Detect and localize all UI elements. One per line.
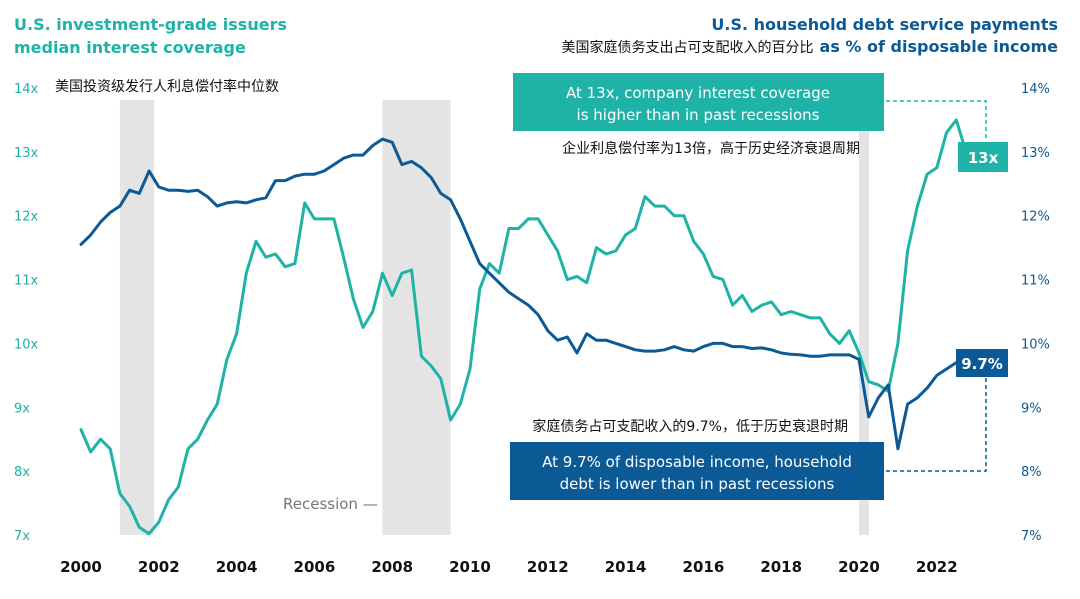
left-tick-label: 13x [14,146,39,161]
right-tick-label: 9% [1021,401,1042,416]
x-tick-label: 2014 [605,558,647,576]
x-tick-label: 2000 [60,558,102,576]
coverage-badge-label: 13x [968,149,999,167]
x-tick-label: 2020 [838,558,880,576]
left-tick-label: 14x [14,82,39,97]
right-tick-label: 11% [1021,274,1050,289]
left-tick-label: 10x [14,337,39,352]
right-tick-label: 14% [1021,82,1050,97]
debt-badge [956,349,1008,377]
debt-cn-note: 家庭债务占可支配收入的9.7%，低于历史衰退时期 [532,418,848,435]
right-axis: 14% 13% 12% 11% 10% 9% 8% 7% [1021,82,1050,544]
x-tick-label: 2002 [138,558,180,576]
debt-callout-line1: At 9.7% of disposable income, household [542,453,852,471]
coverage-callout-box [513,73,884,131]
recession-band-1 [119,100,155,535]
x-tick-label: 2016 [683,558,725,576]
right-tick-label: 12% [1021,210,1050,225]
coverage-points [80,119,967,534]
left-title-line1: U.S. investment-grade issuers [14,15,287,34]
right-subtitle-en: as % of disposable income [820,37,1059,56]
coverage-badge [958,142,1008,172]
left-subtitle: 美国投资级发行人利息偿付率中位数 [55,78,279,95]
left-axis: 14x 13x 12x 11x 10x 9x 8x 7x [14,82,39,544]
x-tick-label: 2008 [371,558,413,576]
debt-points [80,139,967,449]
coverage-callout-line2: is higher than in past recessions [577,106,820,124]
x-tick-label: 2006 [294,558,336,576]
x-tick-label: 2022 [916,558,958,576]
recession-legend: Recession — [283,495,378,513]
left-title-line2: median interest coverage [14,38,246,57]
debt-callout-box [510,442,884,500]
x-tick-label: 2012 [527,558,569,576]
coverage-cn-note: 企业利息偿付率为13倍，高于历史经济衰退周期 [562,140,860,157]
right-subtitle: 美国家庭债务支出占可支配收入的百分比 as % of disposable inc… [562,37,1059,56]
recession-band-3 [859,100,869,535]
right-subtitle-cn: 美国家庭债务支出占可支配收入的百分比 [562,39,814,56]
left-tick-label: 12x [14,210,39,225]
debt-line [79,137,968,451]
right-tick-label: 8% [1021,465,1042,480]
left-tick-label: 11x [14,274,39,289]
coverage-line [79,118,968,536]
x-tick-label: 2010 [449,558,491,576]
right-tick-label: 13% [1021,146,1050,161]
x-tick-label: 2018 [760,558,802,576]
debt-badge-label: 9.7% [961,355,1003,373]
x-tick-label: 2004 [216,558,258,576]
left-tick-label: 7x [14,529,30,544]
right-title-line1: U.S. household debt service payments [711,15,1058,34]
left-tick-label: 9x [14,401,30,416]
debt-callout-line2: debt is lower than in past recessions [560,475,835,493]
right-tick-label: 10% [1021,337,1050,352]
coverage-leader-line [886,100,987,140]
right-tick-label: 7% [1021,529,1042,544]
x-axis: 2000 2002 2004 2006 2008 2010 2012 2014 2016 2018… [60,558,958,576]
coverage-callout-line1: At 13x, company interest coverage [566,84,830,102]
debt-leader-line [886,378,987,472]
left-tick-label: 8x [14,465,30,480]
